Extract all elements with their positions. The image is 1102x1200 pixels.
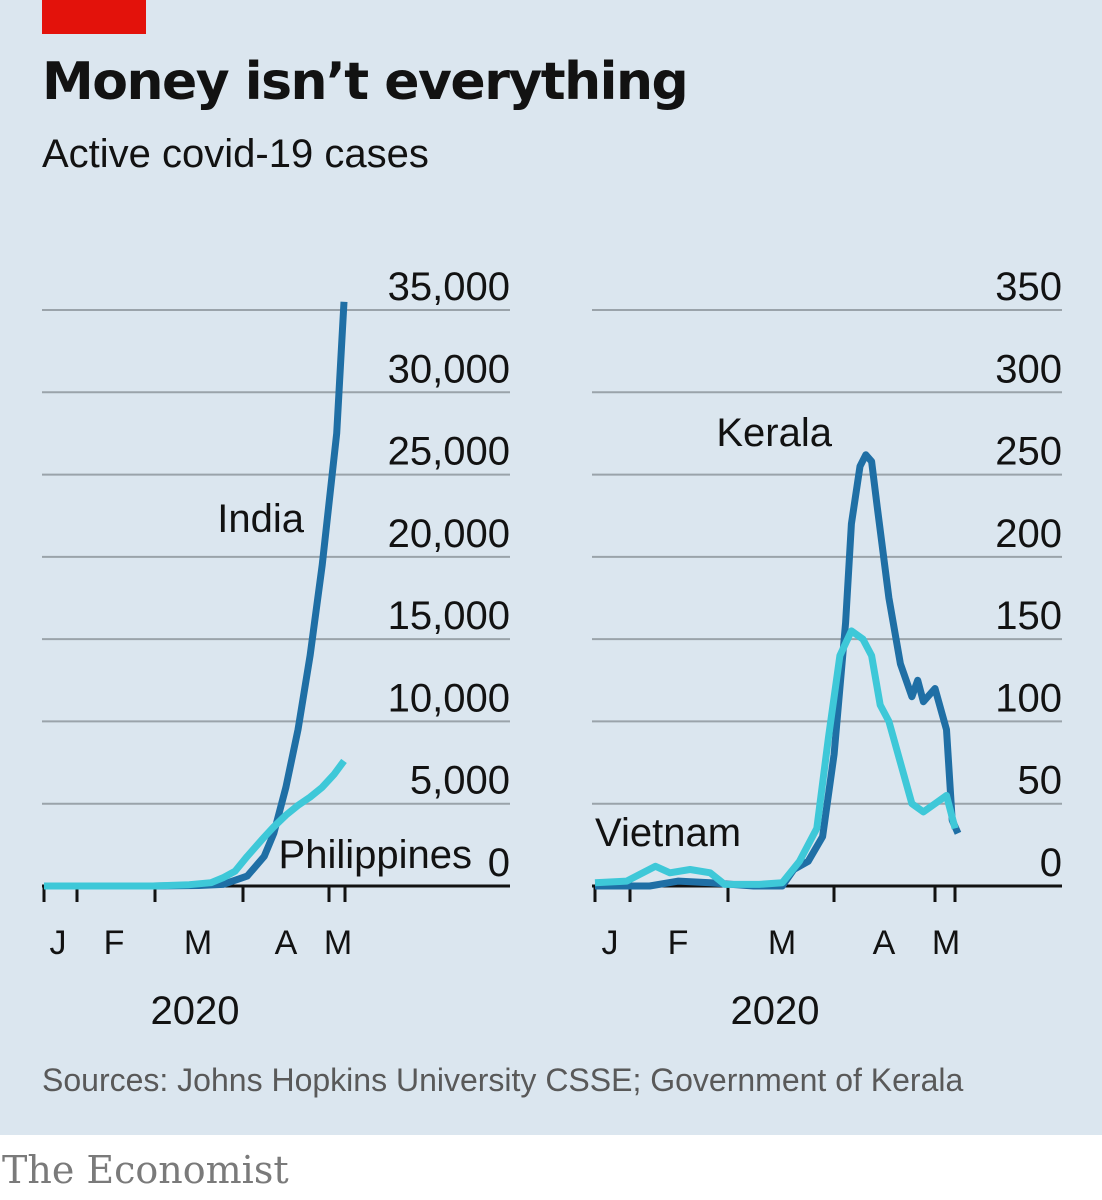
y-tick-label: 30,000 [388, 347, 510, 391]
y-tick-label: 0 [1040, 841, 1062, 885]
series-label-philippines: Philippines [279, 833, 472, 877]
series-label-india: India [217, 497, 304, 541]
y-tick-label: 35,000 [388, 265, 510, 309]
y-tick-label: 10,000 [388, 676, 510, 720]
y-tick-label: 350 [995, 265, 1062, 309]
india-philippines-chart: 35,000 30,000 25,000 20,000 15,000 10,000 5,00… [42, 265, 510, 1033]
x-tick-label: F [668, 924, 689, 962]
y-tick-label: 20,000 [388, 512, 510, 556]
source-note: Sources: Johns Hopkins University CSSE; … [42, 1062, 964, 1098]
y-tick-label: 100 [995, 676, 1062, 720]
y-tick-label: 200 [995, 512, 1062, 556]
x-tick-label: M [324, 924, 352, 962]
x-tick-label: M [768, 924, 796, 962]
chart-title: Money isn’t everything [42, 52, 689, 112]
x-tick-label: A [275, 924, 298, 962]
series-line-vietnam [594, 627, 959, 888]
chart-panel: Money isn’t everything Active covid-19 c… [0, 0, 1102, 1135]
economist-red-tag [42, 0, 146, 34]
y-tick-label: 300 [995, 347, 1062, 391]
x-tick-label: J [50, 924, 67, 962]
y-tick-label: 50 [1018, 759, 1063, 803]
y-tick-label: 15,000 [388, 594, 510, 638]
series-label-kerala: Kerala [716, 411, 832, 455]
x-tick-label: M [932, 924, 960, 962]
y-tick-label: 25,000 [388, 430, 510, 474]
series-line-philippines [44, 758, 347, 890]
charts-canvas: 35,000 30,000 25,000 20,000 15,000 10,000 5,00… [42, 265, 1062, 1033]
series-label-vietnam: Vietnam [595, 811, 741, 855]
y-tick-label: 250 [995, 430, 1062, 474]
x-tick-label: F [104, 924, 125, 962]
chart-subtitle: Active covid-19 cases [42, 132, 429, 176]
series-line-india [44, 301, 348, 890]
x-tick-label: A [873, 924, 896, 962]
y-tick-label: 0 [488, 841, 510, 885]
x-tick-label: M [184, 924, 212, 962]
x-axis-year-label: 2020 [151, 989, 240, 1033]
x-tick-label: J [602, 924, 619, 962]
economist-logo-text: The Economist [2, 1148, 289, 1192]
y-tick-label: 150 [995, 594, 1062, 638]
x-axis-year-label: 2020 [731, 989, 820, 1033]
y-tick-label: 5,000 [410, 759, 510, 803]
